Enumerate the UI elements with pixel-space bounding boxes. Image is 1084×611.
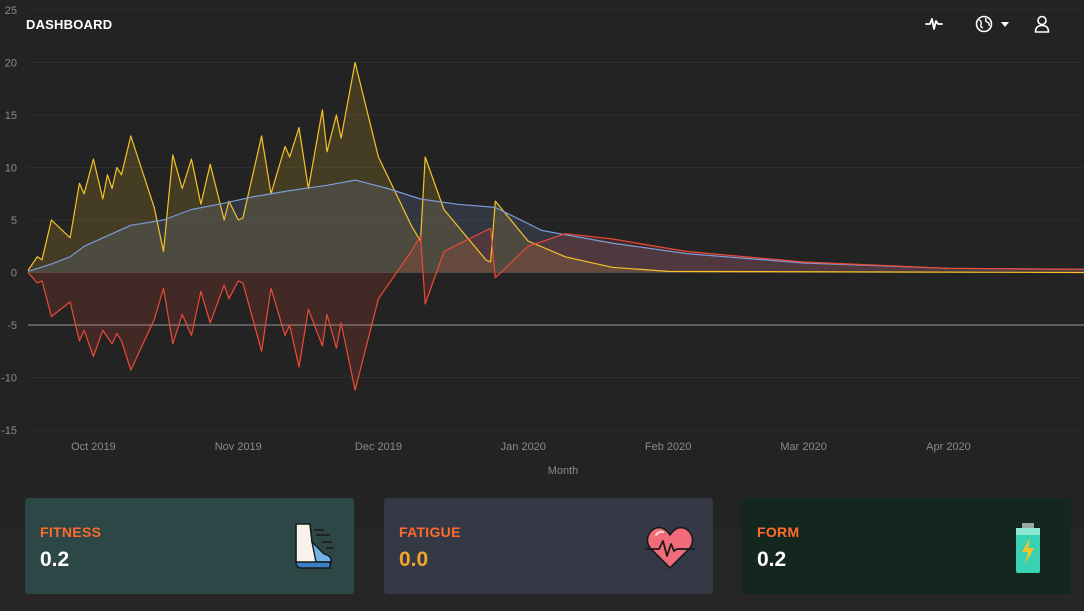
x-tick-label: Jan 2020 xyxy=(501,441,546,453)
y-tick-label: 10 xyxy=(5,163,17,175)
series-line-2 xyxy=(27,227,1084,391)
form-card: FORM 0.2 xyxy=(742,498,1071,594)
series-line-0 xyxy=(27,61,1084,274)
series-line-1 xyxy=(27,179,1084,272)
series-area-2 xyxy=(28,228,1084,391)
y-tick-label: 25 xyxy=(5,5,17,17)
fatigue-value: 0.0 xyxy=(399,548,429,571)
form-value: 0.2 xyxy=(757,548,787,571)
y-tick-label: 15 xyxy=(5,110,17,122)
y-tick-label: -15 xyxy=(1,425,17,437)
battery-icon xyxy=(1003,522,1053,574)
fitness-label: FITNESS xyxy=(40,524,102,540)
x-tick-label: Feb 2020 xyxy=(645,441,691,453)
form-label: FORM xyxy=(757,524,800,540)
fitness-chart: -15 -10 -5 0 5 10 15 20 25 Oct 2019 Nov 2019 Dec 20… xyxy=(1,5,1084,477)
page-title: DASHBOARD xyxy=(26,17,113,32)
top-icons xyxy=(922,12,1054,36)
activity-icon[interactable] xyxy=(922,12,946,36)
fitness-card: FITNESS 0.2 xyxy=(25,498,354,594)
globe-icon[interactable] xyxy=(972,12,996,36)
series-area-1 xyxy=(28,180,1084,273)
x-axis-title: Month xyxy=(548,465,579,477)
x-tick-label: Nov 2019 xyxy=(215,441,262,453)
top-bar: DASHBOARD xyxy=(0,0,1084,48)
x-tick-label: Oct 2019 xyxy=(71,441,116,453)
heart-pulse-icon xyxy=(645,522,695,574)
chart-svg: -15 -10 -5 0 5 10 15 20 25 Oct 2019 Nov 2019 Dec 20… xyxy=(1,5,1084,477)
fatigue-card: FATIGUE 0.0 xyxy=(384,498,713,594)
user-icon[interactable] xyxy=(1030,12,1054,36)
fatigue-label: FATIGUE xyxy=(399,524,461,540)
y-tick-label: 5 xyxy=(11,215,17,227)
series-area-0 xyxy=(28,62,1084,273)
chevron-down-icon[interactable] xyxy=(1000,12,1010,36)
y-tick-label: 0 xyxy=(11,268,17,280)
y-tick-label: 20 xyxy=(5,58,17,70)
x-tick-label: Apr 2020 xyxy=(926,441,971,453)
running-shoe-icon xyxy=(286,522,336,574)
x-tick-label: Mar 2020 xyxy=(780,441,826,453)
y-tick-label: -10 xyxy=(1,373,17,385)
summary-cards: FITNESS 0.2 FATIGUE 0.0 FORM 0 xyxy=(0,498,1084,594)
x-tick-label: Dec 2019 xyxy=(355,441,402,453)
fitness-value: 0.2 xyxy=(40,548,70,571)
y-tick-label: -5 xyxy=(7,320,17,332)
